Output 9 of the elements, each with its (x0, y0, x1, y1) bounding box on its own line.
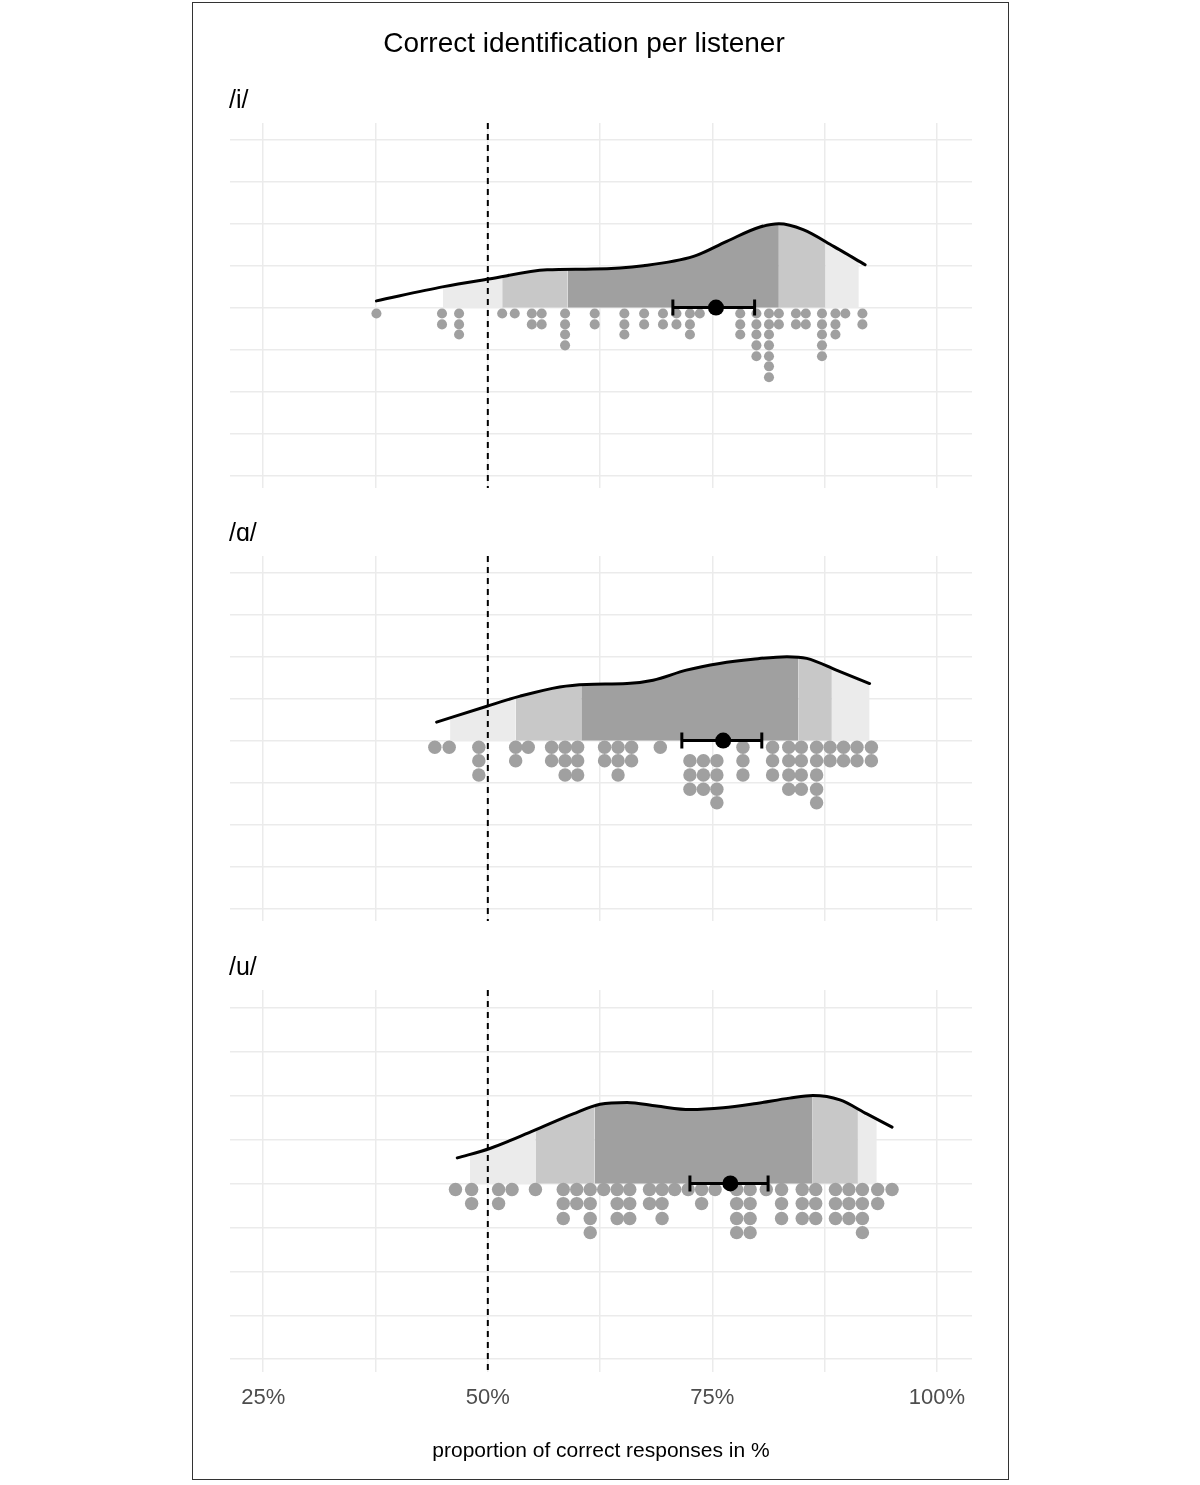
chart-subtitle: /u/ (229, 952, 257, 981)
x-tick-label: 50% (465, 1383, 510, 1409)
x-tick-label: 75% (690, 1383, 735, 1409)
chart-title: Correct identification per listener (382, 27, 786, 59)
chart-subtitle: /i/ (229, 85, 249, 114)
x-axis-title: proportion of correct responses in % (432, 1438, 770, 1462)
x-tick-label: 100% (908, 1383, 966, 1409)
x-tick-label: 25% (241, 1383, 286, 1409)
chart-subtitle: /ɑ/ (229, 518, 257, 547)
